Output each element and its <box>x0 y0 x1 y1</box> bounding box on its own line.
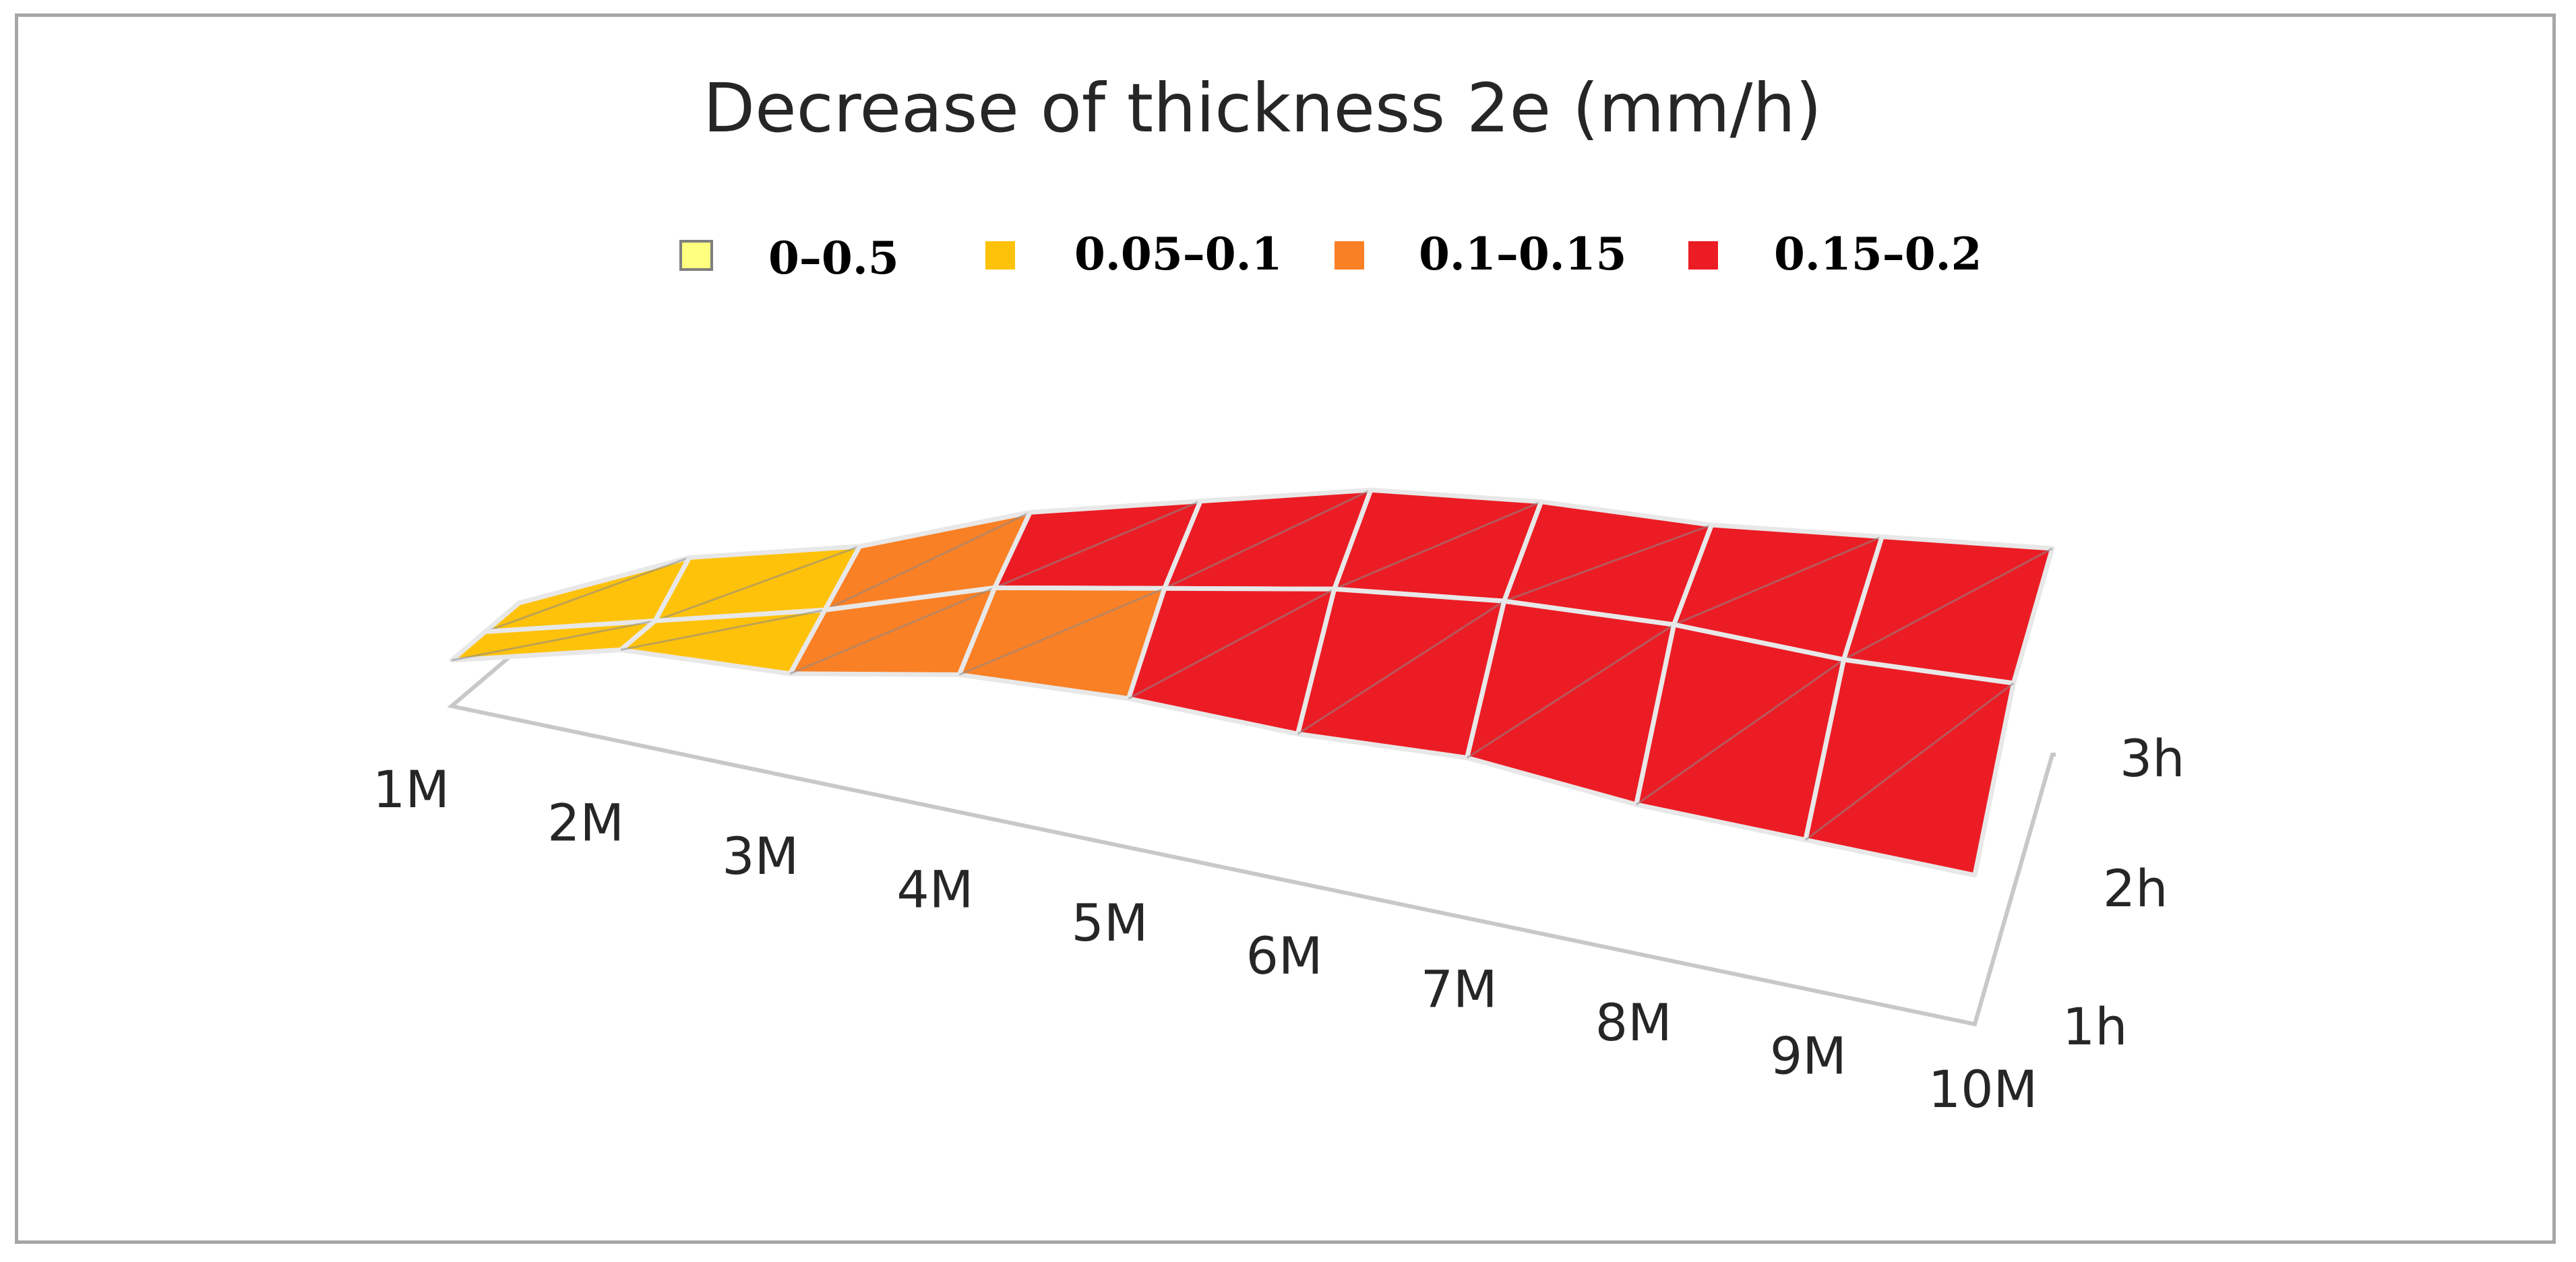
contour-line <box>994 500 1201 589</box>
x-tick-8M: 8M <box>1595 992 1672 1052</box>
x-tick-1M: 1M <box>373 759 450 819</box>
legend-entry-1: 0–0.5 <box>679 232 899 284</box>
contour-line <box>958 587 1165 676</box>
contour-line <box>1804 682 2015 841</box>
legend-label-4: 0.15–0.2 <box>1774 228 1982 280</box>
contour-line <box>1674 536 1882 626</box>
contour-line <box>1297 600 1505 735</box>
x-tick-6M: 6M <box>1246 926 1323 986</box>
legend-swatch-2 <box>985 241 1015 270</box>
y-tick-2h: 2h <box>2103 858 2168 918</box>
contour-line <box>1334 501 1542 590</box>
legend-entry-4: 0.15–0.2 <box>1688 228 1982 280</box>
x-axis-ticks: 1M 2M 3M 4M 5M 6M 7M 8M 9M 10M <box>373 759 2037 1119</box>
contour-line <box>1164 488 1372 590</box>
x-tick-4M: 4M <box>896 859 973 919</box>
contour-line <box>1843 547 2053 661</box>
legend-label-3: 0.1–0.15 <box>1419 228 1627 280</box>
contour-line <box>1466 623 1675 759</box>
legend-entry-2: 0.05–0.1 <box>985 228 1283 280</box>
contour-line <box>824 511 1031 611</box>
contour-line <box>1128 588 1335 700</box>
chart-legend: 0–0.5 0.05–0.1 0.1–0.15 0.15–0.2 <box>679 228 1982 284</box>
y-tick-1h: 1h <box>2062 997 2128 1056</box>
legend-label-1: 0–0.5 <box>768 232 899 284</box>
x-tick-2M: 2M <box>547 792 624 852</box>
y-axis-ticks: 1h 2h 3h <box>1973 728 2185 1056</box>
contour-line <box>1504 524 1712 602</box>
contour-line <box>1635 658 1845 806</box>
legend-swatch-4 <box>1688 241 1718 270</box>
surface-patch-9M-2h <box>1841 534 2055 686</box>
legend-entry-3: 0.1–0.15 <box>1335 228 1627 280</box>
x-tick-9M: 9M <box>1770 1026 1847 1086</box>
x-tick-3M: 3M <box>722 826 799 886</box>
surface-patches <box>449 487 2055 878</box>
legend-label-2: 0.05–0.1 <box>1074 228 1283 280</box>
legend-swatch-1 <box>679 240 713 271</box>
contour-line <box>654 545 861 622</box>
x-tick-5M: 5M <box>1071 893 1148 953</box>
x-tick-7M: 7M <box>1421 959 1498 1019</box>
depth-axis-line <box>1973 753 2056 1025</box>
y-tick-3h: 3h <box>2120 728 2185 788</box>
contour-line <box>485 557 690 633</box>
contour-line <box>620 608 826 651</box>
surface-patch-9M-1h <box>1803 657 2016 878</box>
legend-swatch-3 <box>1335 241 1364 270</box>
x-tick-10M: 10M <box>1928 1059 2037 1119</box>
contour-line <box>451 619 656 662</box>
chart-title: Decrease of thickness 2e (mm/h) <box>703 69 1822 148</box>
contour-line <box>789 586 995 675</box>
